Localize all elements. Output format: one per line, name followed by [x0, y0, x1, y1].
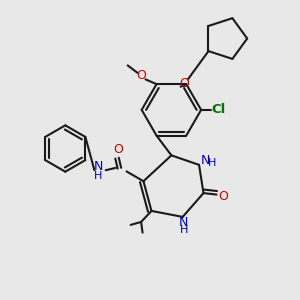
Text: N: N — [179, 216, 188, 229]
Text: N: N — [94, 160, 103, 173]
Text: O: O — [113, 143, 123, 156]
Text: H: H — [94, 171, 103, 181]
Text: H: H — [179, 225, 188, 235]
Text: O: O — [136, 69, 146, 82]
Text: O: O — [218, 190, 228, 202]
Text: H: H — [208, 158, 217, 168]
Text: N: N — [201, 154, 210, 167]
Text: O: O — [179, 76, 189, 90]
Text: Cl: Cl — [212, 103, 226, 116]
